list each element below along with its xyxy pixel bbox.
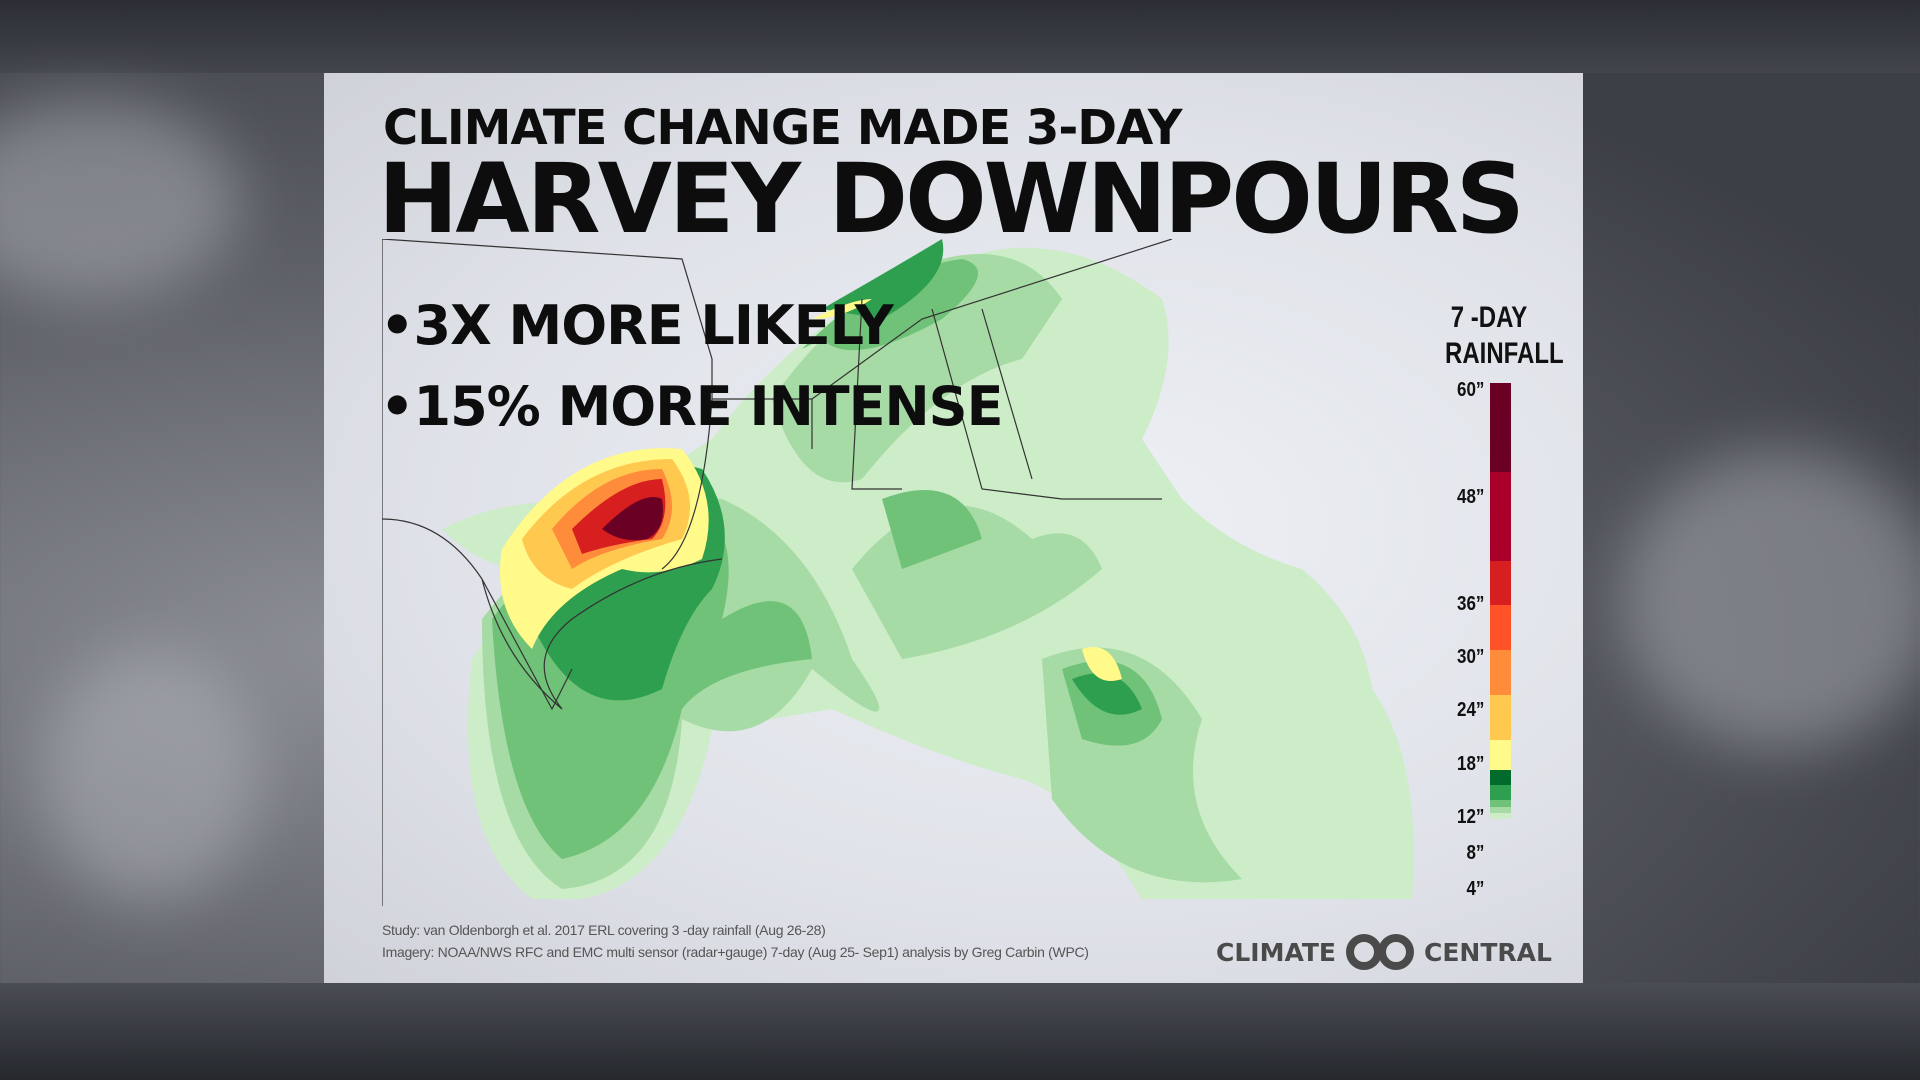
legend-swatch: [1490, 740, 1511, 770]
legend-swatch: [1490, 813, 1511, 819]
footer-imagery: Imagery: NOAA/NWS RFC and EMC multi sens…: [382, 944, 1089, 960]
legend-title-line-2: RAINFALL: [1445, 337, 1564, 370]
legend-tick-label: 8”: [1466, 842, 1485, 864]
bullet-intense: •15% MORE INTENSE: [380, 375, 1003, 438]
legend-swatch: [1490, 561, 1511, 605]
legend-swatch: [1490, 800, 1511, 807]
logo-text-left: CLIMATE: [1216, 937, 1336, 967]
logo-text-right: CENTRAL: [1424, 937, 1552, 967]
title-line-2: HARVEY DOWNPOURS: [378, 143, 1525, 255]
title-line-1: CLIMATE CHANGE MADE 3-DAY: [383, 100, 1182, 156]
cloud: [40, 650, 260, 900]
legend-swatch: [1490, 605, 1511, 650]
legend-tick-label: 18”: [1456, 753, 1485, 775]
legend-tick-label: 12”: [1456, 806, 1485, 828]
climate-central-logo: CLIMATE CENTRAL: [1216, 933, 1552, 971]
legend-swatch: [1490, 785, 1511, 800]
footer-study: Study: van Oldenborgh et al. 2017 ERL co…: [382, 922, 826, 938]
legend-swatch: [1490, 383, 1511, 472]
legend-tick-label: 36”: [1456, 593, 1485, 615]
legend-title: 7 -DAY RAINFALL: [1445, 300, 1564, 372]
legend-tick-label: 4”: [1466, 878, 1485, 900]
legend-tick-label: 24”: [1456, 699, 1485, 721]
background-top: [0, 0, 1920, 73]
legend-swatch: [1490, 695, 1511, 740]
legend-swatch: [1490, 807, 1511, 813]
infinity-logo-icon: [1346, 934, 1414, 970]
legend-tick-label: 48”: [1456, 486, 1485, 508]
legend-tick-label: 30”: [1456, 646, 1485, 668]
cloud: [1620, 450, 1920, 750]
legend-swatch: [1490, 770, 1511, 785]
legend-swatch: [1490, 650, 1511, 695]
cloud: [0, 100, 240, 300]
legend-title-line-1: 7 -DAY: [1450, 301, 1528, 334]
legend-swatch: [1490, 472, 1511, 561]
bullet-likely: •3X MORE LIKELY: [380, 294, 894, 357]
legend-color-bar: [1490, 383, 1511, 909]
background-bottom: [0, 983, 1920, 1080]
rainfall-map: [382, 239, 1414, 906]
legend-tick-label: 60”: [1456, 379, 1485, 401]
